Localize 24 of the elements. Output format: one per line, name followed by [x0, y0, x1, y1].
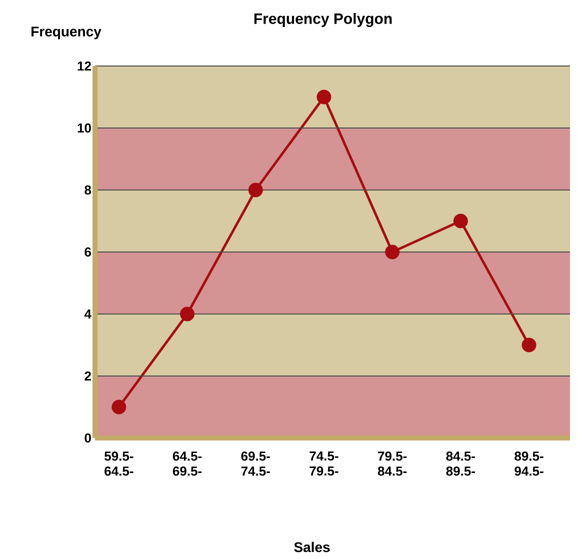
y-axis-title: Frequency — [32, 26, 102, 40]
chart-title: Frequency Polygon — [254, 12, 392, 28]
x-tick-label: 89.5- 94.5- — [514, 452, 544, 476]
point — [112, 400, 126, 414]
y-tick-label: 0 — [84, 433, 91, 443]
point — [453, 214, 468, 228]
x-tick-label: 64.5- 69.5- — [172, 452, 202, 476]
y-tick-label: 8 — [84, 185, 92, 195]
y-tick-label: 2 — [84, 371, 91, 381]
x-tick-label: 59.5- 64.5- — [104, 452, 134, 476]
y-tick-label: 4 — [84, 310, 92, 318]
x-tick-label: 79.5- 84.5- — [378, 452, 407, 476]
point — [522, 338, 536, 352]
y-tick-label: 10 — [78, 123, 91, 133]
point — [385, 244, 400, 260]
y-tick-label: 12 — [78, 61, 91, 71]
x-tick-label: 84.5- 89.5- — [446, 452, 475, 476]
point — [180, 306, 195, 322]
x-tick-label: 74.5- 79.5- — [310, 452, 338, 476]
x-tick-label: 69.5- 74.5- — [241, 452, 270, 476]
y-tick-label: 6 — [84, 247, 91, 257]
point — [248, 182, 263, 198]
x-axis-title: Sales — [294, 542, 330, 552]
point — [316, 90, 332, 104]
